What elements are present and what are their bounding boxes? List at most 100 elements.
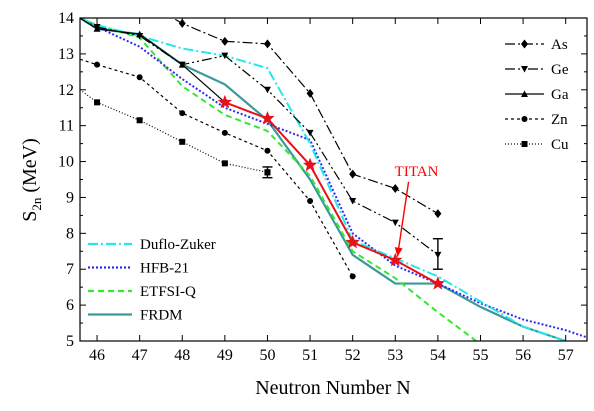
y-tick-label: 6 bbox=[66, 297, 74, 314]
legend-item-frdm: FRDM bbox=[88, 308, 183, 324]
point-ge bbox=[178, 61, 186, 69]
annotation-arrowhead bbox=[394, 247, 403, 257]
x-tick-label: 57 bbox=[558, 347, 574, 364]
x-tick-label: 49 bbox=[217, 347, 233, 364]
legend-marker bbox=[521, 39, 528, 49]
legend-label: ETFSI-Q bbox=[140, 284, 196, 300]
error-bar bbox=[432, 238, 443, 270]
point-cu bbox=[179, 138, 186, 145]
point-as bbox=[349, 169, 357, 179]
point-as bbox=[263, 39, 271, 49]
point-zn bbox=[221, 129, 228, 136]
y-axis-label-main: S bbox=[19, 211, 41, 222]
series-ge bbox=[93, 23, 442, 259]
x-tick-label: 56 bbox=[515, 347, 531, 364]
point-ge bbox=[221, 52, 229, 60]
point-zn bbox=[264, 147, 271, 154]
series-line-ge bbox=[96, 26, 439, 256]
annotation-arrow bbox=[396, 181, 410, 257]
point-as bbox=[221, 36, 229, 46]
point-ge bbox=[349, 198, 357, 205]
series-line-as bbox=[171, 18, 439, 215]
series-cu bbox=[80, 89, 271, 176]
point-zn bbox=[94, 61, 101, 68]
annotation-titan: TITAN bbox=[395, 164, 439, 180]
legend-label: FRDM bbox=[140, 308, 183, 324]
legend-item-hfb-21: HFB-21 bbox=[88, 261, 189, 277]
y-tick-label: 10 bbox=[58, 154, 74, 171]
y-tick-label: 7 bbox=[66, 261, 74, 278]
y-tick-label: 9 bbox=[66, 189, 74, 206]
y-tick-label: 13 bbox=[58, 46, 74, 63]
point-as bbox=[391, 183, 399, 193]
legend-item-duflo-zuker: Duflo-Zuker bbox=[88, 237, 216, 253]
point-cu bbox=[94, 99, 101, 106]
error-bar bbox=[262, 166, 273, 179]
series-line-cu bbox=[80, 89, 268, 173]
x-tick-label: 53 bbox=[387, 347, 403, 364]
point-titan bbox=[302, 157, 318, 172]
series-line-etfsi-q bbox=[80, 18, 477, 341]
x-tick-label: 50 bbox=[259, 347, 275, 364]
point-as bbox=[306, 88, 314, 98]
series-as bbox=[171, 18, 442, 219]
legend-item-as: As bbox=[505, 37, 568, 53]
x-tick-label: 47 bbox=[132, 347, 148, 364]
series-zn bbox=[80, 58, 356, 280]
legend-label: HFB-21 bbox=[140, 261, 189, 277]
point-ge bbox=[263, 86, 271, 94]
point-zn bbox=[179, 110, 186, 117]
legend-marker bbox=[521, 90, 528, 97]
legend-item-zn: Zn bbox=[505, 112, 568, 128]
legend-marker bbox=[521, 66, 528, 73]
point-titan bbox=[260, 110, 275, 125]
legend-item-etfsi-q: ETFSI-Q bbox=[88, 284, 196, 300]
point-cu bbox=[221, 160, 228, 167]
legend-label: Ga bbox=[551, 87, 569, 103]
legend-item-ga: Ga bbox=[505, 87, 569, 103]
point-zn bbox=[136, 74, 143, 81]
point-titan bbox=[388, 252, 403, 267]
y-tick-label: 11 bbox=[59, 118, 74, 135]
point-zn bbox=[307, 198, 314, 205]
y-tick-label: 14 bbox=[58, 10, 74, 27]
y-axis-label-unit: (MeV) bbox=[19, 138, 41, 197]
x-tick-label: 51 bbox=[302, 347, 318, 364]
series-etfsi-q bbox=[80, 18, 477, 341]
legend-label: Ge bbox=[551, 62, 569, 78]
point-ge bbox=[136, 32, 144, 40]
y-axis-label-sub: 2n bbox=[29, 197, 44, 211]
point-titan bbox=[430, 276, 446, 290]
legend-label: As bbox=[551, 37, 568, 53]
legend-label: Zn bbox=[551, 112, 568, 128]
error-bar-point bbox=[264, 169, 271, 176]
legend-label: Cu bbox=[551, 137, 569, 153]
x-tick-label: 48 bbox=[174, 347, 190, 364]
series-line-titan bbox=[224, 101, 439, 285]
point-as bbox=[434, 209, 442, 219]
series-ga bbox=[80, 18, 229, 106]
x-tick-label: 54 bbox=[430, 347, 446, 364]
y-tick-label: 12 bbox=[58, 82, 74, 99]
y-axis-label: S2n (MeV) bbox=[19, 138, 44, 222]
point-titan bbox=[345, 234, 360, 249]
x-axis-label: Neutron Number N bbox=[255, 377, 411, 399]
series-titan bbox=[217, 94, 446, 290]
x-tick-label: 46 bbox=[89, 347, 105, 364]
annotation-layer: TITAN bbox=[395, 164, 439, 257]
series-layer bbox=[80, 18, 587, 341]
legend-marker bbox=[521, 141, 528, 147]
x-tick-label: 55 bbox=[472, 347, 488, 364]
series-line-hfb-21 bbox=[80, 18, 587, 339]
point-ge bbox=[306, 129, 314, 137]
point-zn bbox=[349, 273, 356, 280]
legend-item-cu: Cu bbox=[505, 137, 569, 153]
legend-marker bbox=[521, 116, 528, 122]
y-tick-label: 8 bbox=[66, 225, 74, 242]
point-ge bbox=[391, 219, 399, 227]
legend-layer: As Ge Ga Zn Cu Duflo-Zuker HFB-21 ETFSI-Q FRDM bbox=[88, 37, 569, 324]
point-cu bbox=[136, 117, 143, 124]
